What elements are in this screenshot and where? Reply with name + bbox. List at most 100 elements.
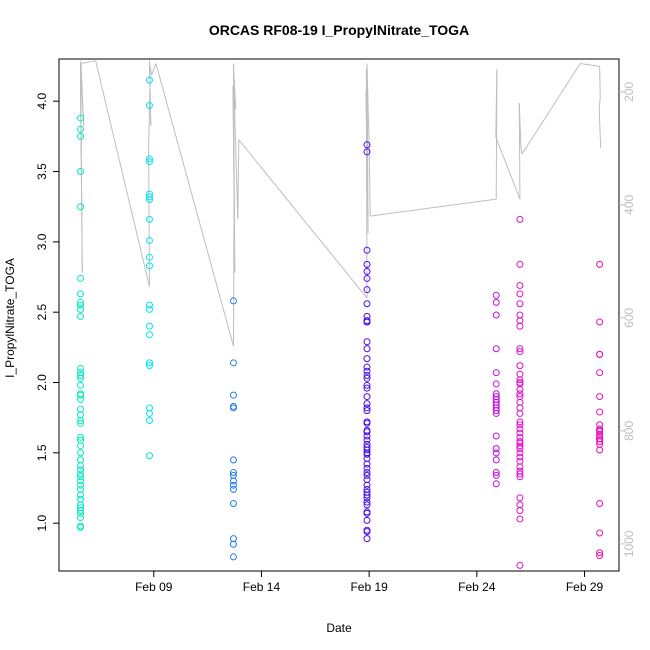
data-point bbox=[363, 286, 371, 294]
data-point bbox=[363, 274, 371, 282]
data-point bbox=[516, 449, 524, 457]
data-point bbox=[77, 391, 85, 399]
data-point bbox=[77, 433, 85, 441]
data-point bbox=[229, 404, 237, 412]
data-point bbox=[516, 445, 524, 453]
data-point bbox=[77, 168, 85, 176]
x-tick-label: Feb 24 bbox=[458, 580, 496, 594]
data-point bbox=[363, 516, 371, 524]
altitude-segment bbox=[238, 139, 368, 299]
data-point bbox=[145, 362, 153, 370]
data-point bbox=[77, 298, 85, 306]
data-point bbox=[77, 132, 85, 140]
data-point bbox=[363, 404, 371, 412]
data-point bbox=[77, 491, 85, 499]
altitude-segment bbox=[598, 97, 601, 109]
data-point bbox=[145, 404, 153, 412]
data-point bbox=[596, 446, 604, 454]
data-point bbox=[516, 311, 524, 319]
data-point bbox=[77, 274, 85, 282]
data-point bbox=[77, 507, 85, 515]
data-point bbox=[77, 473, 85, 481]
data-point bbox=[492, 345, 500, 353]
data-point bbox=[145, 416, 153, 424]
data-point bbox=[77, 125, 85, 133]
data-point bbox=[145, 262, 153, 270]
altitude-segment bbox=[148, 63, 152, 126]
altitude-segment bbox=[599, 66, 601, 98]
data-point bbox=[229, 535, 237, 543]
data-point bbox=[363, 509, 371, 517]
data-point bbox=[145, 253, 153, 261]
data-point bbox=[492, 298, 500, 306]
data-point bbox=[363, 374, 371, 382]
data-point bbox=[77, 405, 85, 413]
data-point bbox=[363, 384, 371, 392]
data-point bbox=[516, 494, 524, 502]
altitude-segment bbox=[495, 69, 498, 137]
data-point bbox=[145, 215, 153, 223]
data-point bbox=[145, 196, 153, 204]
altitude-segment bbox=[148, 148, 150, 287]
altitude-segment bbox=[368, 148, 371, 217]
data-point bbox=[363, 407, 371, 415]
data-point bbox=[229, 456, 237, 464]
data-point bbox=[229, 359, 237, 367]
x-tick-label: Feb 19 bbox=[350, 580, 388, 594]
data-point bbox=[145, 322, 153, 330]
data-point bbox=[145, 76, 153, 84]
data-point bbox=[492, 395, 500, 403]
data-point bbox=[596, 499, 604, 507]
x-axis-label: Date bbox=[326, 621, 352, 635]
altitude-segment bbox=[148, 63, 153, 75]
data-point bbox=[516, 281, 524, 289]
data-point bbox=[596, 350, 604, 358]
y-axis: 1.0 1.5 2.0 2.5 3.0 3.5 4.0 bbox=[35, 93, 59, 532]
data-point bbox=[363, 501, 371, 509]
data-point bbox=[516, 300, 524, 308]
data-point bbox=[363, 371, 371, 379]
data-point bbox=[77, 523, 85, 531]
data-point bbox=[363, 446, 371, 454]
data-point bbox=[77, 371, 85, 379]
data-point bbox=[516, 473, 524, 481]
data-point bbox=[363, 471, 371, 479]
data-point bbox=[363, 141, 371, 149]
y-tick-label: 2.0 bbox=[35, 374, 49, 391]
plot-frame bbox=[58, 58, 620, 572]
data-point bbox=[596, 529, 604, 537]
y2-tick-label: 600 bbox=[622, 307, 636, 327]
data-point bbox=[516, 418, 524, 426]
data-point bbox=[229, 391, 237, 399]
data-point bbox=[596, 318, 604, 326]
data-point bbox=[145, 409, 153, 417]
data-point bbox=[145, 158, 153, 166]
data-point bbox=[516, 345, 524, 353]
data-point bbox=[516, 515, 524, 523]
altitude-segment bbox=[80, 60, 96, 65]
data-point bbox=[516, 429, 524, 437]
data-point bbox=[516, 362, 524, 370]
data-point bbox=[516, 379, 524, 387]
scatter-points-layer bbox=[77, 76, 604, 569]
data-point bbox=[363, 400, 371, 408]
data-point bbox=[145, 301, 153, 309]
data-point bbox=[363, 318, 371, 326]
data-point bbox=[516, 390, 524, 398]
data-point bbox=[145, 101, 153, 109]
altitude-segment bbox=[518, 103, 522, 149]
data-point bbox=[492, 456, 500, 464]
data-point bbox=[492, 311, 500, 319]
altitude-segment bbox=[521, 63, 581, 155]
data-point bbox=[363, 428, 371, 436]
data-point bbox=[363, 494, 371, 502]
data-point bbox=[229, 540, 237, 548]
data-point bbox=[363, 418, 371, 426]
data-point bbox=[492, 380, 500, 388]
data-point bbox=[363, 367, 371, 375]
data-point bbox=[77, 203, 85, 211]
data-point bbox=[492, 432, 500, 440]
data-point bbox=[516, 290, 524, 298]
altitude-segment bbox=[80, 63, 83, 273]
data-point bbox=[77, 466, 85, 474]
